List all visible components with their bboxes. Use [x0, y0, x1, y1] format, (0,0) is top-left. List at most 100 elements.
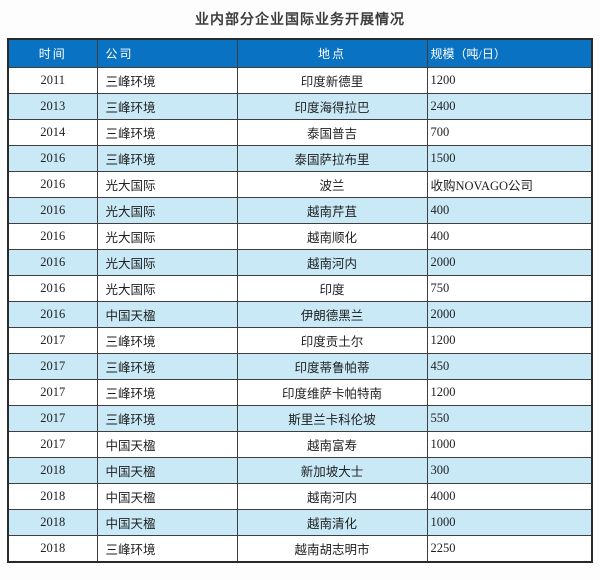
cell-company: 光大国际: [96, 275, 238, 302]
cell-company: 三峰环境: [96, 535, 238, 563]
cell-company: 三峰环境: [96, 379, 238, 406]
cell-company: 中国天楹: [96, 431, 238, 458]
cell-scale: 1200: [426, 327, 593, 354]
table-row: 2011 三峰环境 印度新德里 1200: [7, 67, 593, 94]
table-row: 2016 光大国际 越南芹苴 400: [7, 197, 593, 224]
header-location: 地点: [236, 38, 428, 68]
cell-company: 三峰环境: [96, 327, 238, 354]
cell-time: 2017: [7, 327, 98, 354]
cell-time: 2016: [7, 223, 98, 250]
cell-scale: 750: [426, 275, 593, 302]
table-row: 2013 三峰环境 印度海得拉巴 2400: [7, 93, 593, 120]
table-row: 2017 中国天楹 越南富寿 1000: [7, 431, 593, 458]
table-row: 2014 三峰环境 泰国普吉 700: [7, 119, 593, 146]
cell-company: 中国天楹: [96, 457, 238, 484]
cell-location: 印度蒂鲁帕蒂: [236, 353, 428, 380]
cell-location: 越南顺化: [236, 223, 428, 250]
cell-time: 2016: [7, 145, 98, 172]
cell-company: 中国天楹: [96, 483, 238, 510]
cell-scale: 2250: [426, 535, 593, 563]
cell-scale: 2000: [426, 301, 593, 328]
cell-company: 光大国际: [96, 197, 238, 224]
header-scale: 规模（吨/日）: [426, 38, 593, 68]
cell-location: 越南胡志明市: [236, 535, 428, 563]
table-row: 2016 光大国际 印度 750: [7, 275, 593, 302]
table-row: 2018 三峰环境 越南胡志明市 2250: [7, 535, 593, 563]
table-row: 2017 三峰环境 印度蒂鲁帕蒂 450: [7, 353, 593, 380]
cell-scale: 收购NOVAGO公司: [426, 171, 593, 198]
table-header: 时间 公司 地点 规模（吨/日）: [7, 38, 593, 68]
cell-time: 2018: [7, 483, 98, 510]
cell-time: 2011: [7, 67, 98, 94]
header-time: 时间: [7, 38, 98, 68]
cell-company: 三峰环境: [96, 145, 238, 172]
cell-time: 2016: [7, 301, 98, 328]
cell-time: 2017: [7, 431, 98, 458]
cell-time: 2018: [7, 535, 98, 563]
cell-scale: 400: [426, 223, 593, 250]
table-title: 业内部分企业国际业务开展情况: [195, 12, 405, 28]
cell-time: 2017: [7, 405, 98, 432]
cell-scale: 4000: [426, 483, 593, 510]
cell-time: 2016: [7, 171, 98, 198]
cell-company: 三峰环境: [96, 353, 238, 380]
cell-location: 越南富寿: [236, 431, 428, 458]
cell-location: 越南芹苴: [236, 197, 428, 224]
cell-location: 印度贡土尔: [236, 327, 428, 354]
cell-scale: 1500: [426, 145, 593, 172]
cell-location: 印度维萨卡帕特南: [236, 379, 428, 406]
cell-time: 2016: [7, 275, 98, 302]
table-row: 2018 中国天楹 越南河内 4000: [7, 483, 593, 510]
cell-location: 印度: [236, 275, 428, 302]
cell-company: 三峰环境: [96, 67, 238, 94]
cell-company: 三峰环境: [96, 119, 238, 146]
cell-company: 三峰环境: [96, 405, 238, 432]
cell-location: 印度新德里: [236, 67, 428, 94]
cell-location: 泰国普吉: [236, 119, 428, 146]
table-row: 2016 三峰环境 泰国萨拉布里 1500: [7, 145, 593, 172]
cell-scale: 450: [426, 353, 593, 380]
cell-scale: 2400: [426, 93, 593, 120]
cell-scale: 400: [426, 197, 593, 224]
cell-company: 中国天楹: [96, 301, 238, 328]
header-company: 公司: [96, 38, 238, 68]
cell-scale: 1000: [426, 431, 593, 458]
cell-scale: 1000: [426, 509, 593, 536]
cell-location: 越南清化: [236, 509, 428, 536]
cell-time: 2013: [7, 93, 98, 120]
cell-time: 2018: [7, 457, 98, 484]
cell-location: 伊朗德黑兰: [236, 301, 428, 328]
cell-company: 三峰环境: [96, 93, 238, 120]
cell-location: 越南河内: [236, 483, 428, 510]
cell-company: 光大国际: [96, 171, 238, 198]
table-row: 2016 光大国际 波兰 收购NOVAGO公司: [7, 171, 593, 198]
cell-location: 波兰: [236, 171, 428, 198]
cell-scale: 2000: [426, 249, 593, 276]
table-row: 2016 光大国际 越南河内 2000: [7, 249, 593, 276]
cell-company: 光大国际: [96, 249, 238, 276]
cell-scale: 700: [426, 119, 593, 146]
cell-company: 光大国际: [96, 223, 238, 250]
cell-time: 2014: [7, 119, 98, 146]
cell-scale: 1200: [426, 379, 593, 406]
cell-scale: 1200: [426, 67, 593, 94]
cell-location: 印度海得拉巴: [236, 93, 428, 120]
cell-location: 斯里兰卡科伦坡: [236, 405, 428, 432]
cell-location: 泰国萨拉布里: [236, 145, 428, 172]
business-table: 时间 公司 地点 规模（吨/日） 2011 三峰环境 印度新德里 1200 2013 三峰…: [7, 38, 593, 563]
cell-scale: 300: [426, 457, 593, 484]
table-row: 2016 光大国际 越南顺化 400: [7, 223, 593, 250]
cell-time: 2016: [7, 249, 98, 276]
table-row: 2016 中国天楹 伊朗德黑兰 2000: [7, 301, 593, 328]
table-body: 2011 三峰环境 印度新德里 1200 2013 三峰环境 印度海得拉巴 2400 2014 三…: [7, 67, 593, 563]
table-header-row: 时间 公司 地点 规模（吨/日）: [7, 38, 593, 68]
cell-time: 2018: [7, 509, 98, 536]
cell-scale: 550: [426, 405, 593, 432]
table-row: 2018 中国天楹 越南清化 1000: [7, 509, 593, 536]
cell-location: 新加坡大士: [236, 457, 428, 484]
table-row: 2017 三峰环境 斯里兰卡科伦坡 550: [7, 405, 593, 432]
cell-time: 2017: [7, 379, 98, 406]
table-row: 2018 中国天楹 新加坡大士 300: [7, 457, 593, 484]
table-row: 2017 三峰环境 印度贡土尔 1200: [7, 327, 593, 354]
